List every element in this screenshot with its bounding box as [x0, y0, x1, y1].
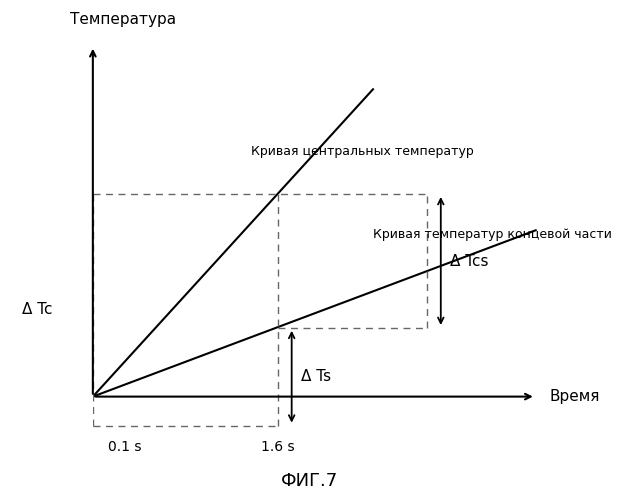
Text: Δ Ts: Δ Ts [301, 369, 331, 384]
Text: 1.6 s: 1.6 s [261, 440, 295, 454]
Text: Время: Время [549, 389, 600, 404]
Text: Δ Tc: Δ Tc [22, 302, 52, 318]
Text: ФИГ.7: ФИГ.7 [281, 472, 338, 490]
Text: Δ Tcs: Δ Tcs [450, 254, 488, 268]
Text: Кривая температур концевой части: Кривая температур концевой части [373, 228, 612, 241]
Text: Температура: Температура [70, 12, 176, 27]
Text: 0.1 s: 0.1 s [108, 440, 141, 454]
Text: Кривая центральных температур: Кривая центральных температур [251, 145, 474, 158]
